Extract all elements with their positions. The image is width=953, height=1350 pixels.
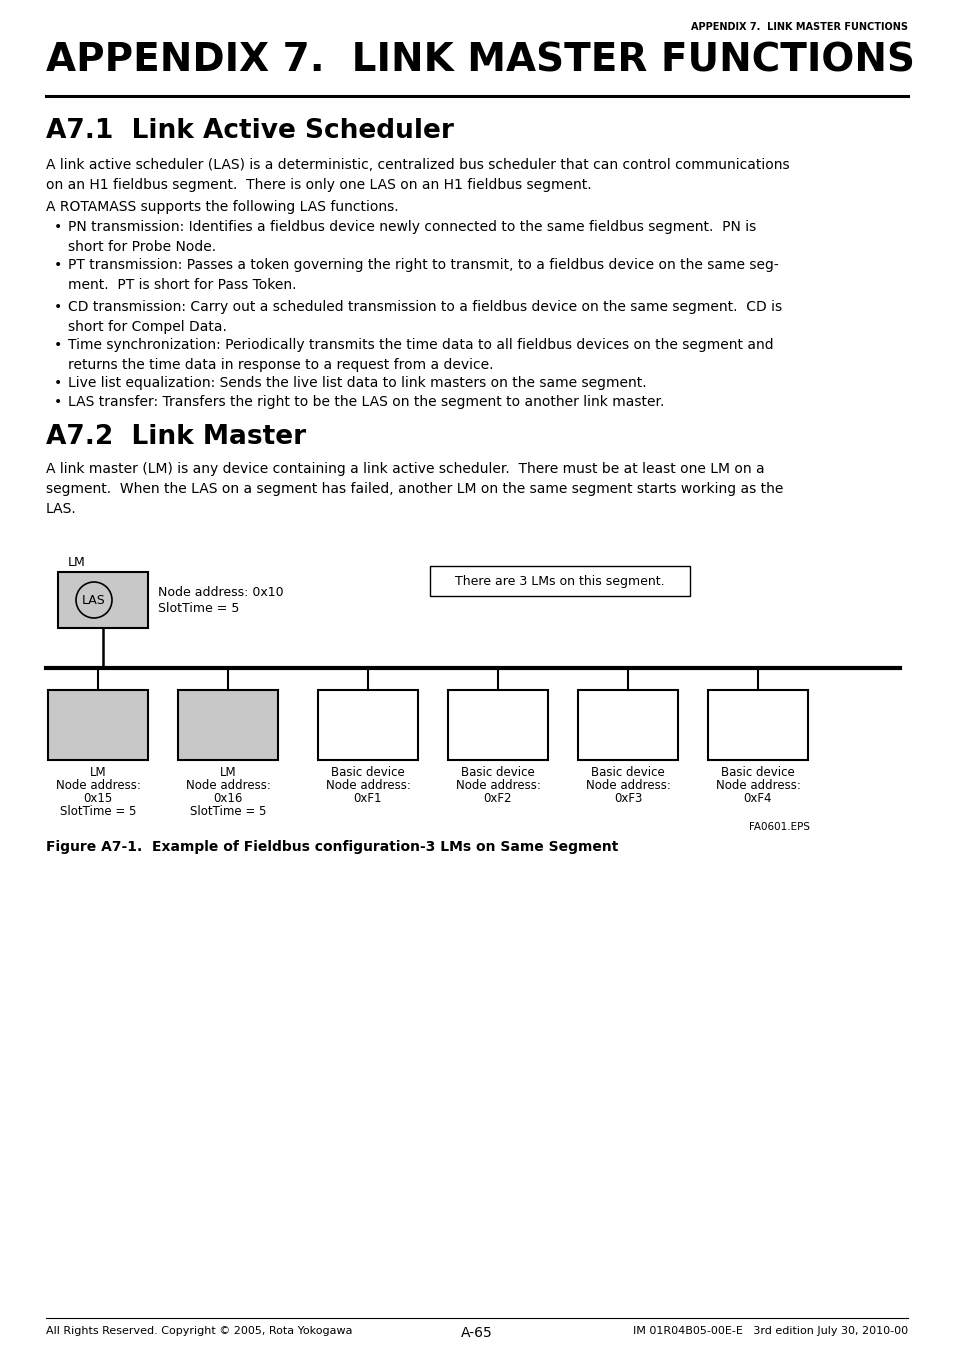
Text: 0x16: 0x16 (213, 792, 242, 805)
Text: LAS transfer: Transfers the right to be the LAS on the segment to another link m: LAS transfer: Transfers the right to be … (68, 396, 663, 409)
Text: SlotTime = 5: SlotTime = 5 (158, 602, 239, 616)
Text: PT transmission: Passes a token governing the right to transmit, to a fieldbus d: PT transmission: Passes a token governin… (68, 258, 778, 292)
Text: There are 3 LMs on this segment.: There are 3 LMs on this segment. (455, 575, 664, 587)
Text: IM 01R04B05-00E-E   3rd edition July 30, 2010-00: IM 01R04B05-00E-E 3rd edition July 30, 2… (632, 1326, 907, 1336)
Text: A7.1  Link Active Scheduler: A7.1 Link Active Scheduler (46, 117, 454, 144)
Bar (430, 566, 689, 595)
Text: A-65: A-65 (460, 1326, 493, 1341)
Text: •: • (54, 220, 62, 234)
Text: 0xF1: 0xF1 (354, 792, 382, 805)
Text: SlotTime = 5: SlotTime = 5 (190, 805, 266, 818)
Text: APPENDIX 7.  LINK MASTER FUNCTIONS: APPENDIX 7. LINK MASTER FUNCTIONS (690, 22, 907, 32)
Text: CD transmission: Carry out a scheduled transmission to a fieldbus device on the : CD transmission: Carry out a scheduled t… (68, 300, 781, 333)
Text: Basic device: Basic device (331, 765, 404, 779)
Text: SlotTime = 5: SlotTime = 5 (60, 805, 136, 818)
Text: Live list equalization: Sends the live list data to link masters on the same seg: Live list equalization: Sends the live l… (68, 377, 646, 390)
Text: •: • (54, 396, 62, 409)
Text: Node address:: Node address: (55, 779, 140, 792)
Text: Basic device: Basic device (460, 765, 535, 779)
Text: •: • (54, 300, 62, 315)
Circle shape (76, 582, 112, 618)
Bar (317, 690, 417, 760)
Text: Time synchronization: Periodically transmits the time data to all fieldbus devic: Time synchronization: Periodically trans… (68, 338, 773, 373)
Text: PN transmission: Identifies a fieldbus device newly connected to the same fieldb: PN transmission: Identifies a fieldbus d… (68, 220, 756, 254)
Text: Node address:: Node address: (186, 779, 270, 792)
Text: Node address:: Node address: (325, 779, 410, 792)
Text: Basic device: Basic device (720, 765, 794, 779)
Text: 0xF2: 0xF2 (483, 792, 512, 805)
Text: Node address:: Node address: (585, 779, 670, 792)
Bar (448, 690, 547, 760)
Bar (48, 690, 148, 760)
Text: Figure A7-1.  Example of Fieldbus configuration-3 LMs on Same Segment: Figure A7-1. Example of Fieldbus configu… (46, 840, 618, 855)
Text: LM: LM (68, 556, 86, 568)
Text: 0xF4: 0xF4 (743, 792, 771, 805)
Text: Node address: 0x10: Node address: 0x10 (158, 586, 283, 599)
Bar (707, 690, 807, 760)
Text: LAS: LAS (82, 594, 106, 606)
Text: Node address:: Node address: (456, 779, 539, 792)
Text: LM: LM (219, 765, 236, 779)
Text: A link active scheduler (LAS) is a deterministic, centralized bus scheduler that: A link active scheduler (LAS) is a deter… (46, 158, 789, 192)
Bar (578, 690, 678, 760)
Text: Basic device: Basic device (591, 765, 664, 779)
Text: •: • (54, 258, 62, 271)
Bar (58, 572, 148, 628)
Text: A7.2  Link Master: A7.2 Link Master (46, 424, 306, 450)
Text: FA0601.EPS: FA0601.EPS (748, 822, 809, 832)
Text: A link master (LM) is any device containing a link active scheduler.  There must: A link master (LM) is any device contain… (46, 462, 782, 516)
Text: 0x15: 0x15 (83, 792, 112, 805)
Bar (178, 690, 277, 760)
Text: A ROTAMASS supports the following LAS functions.: A ROTAMASS supports the following LAS fu… (46, 200, 398, 215)
Text: Node address:: Node address: (715, 779, 800, 792)
Text: APPENDIX 7.  LINK MASTER FUNCTIONS: APPENDIX 7. LINK MASTER FUNCTIONS (46, 42, 914, 80)
Text: LM: LM (90, 765, 106, 779)
Text: •: • (54, 338, 62, 352)
Text: 0xF3: 0xF3 (613, 792, 641, 805)
Text: •: • (54, 377, 62, 390)
Text: All Rights Reserved. Copyright © 2005, Rota Yokogawa: All Rights Reserved. Copyright © 2005, R… (46, 1326, 352, 1336)
